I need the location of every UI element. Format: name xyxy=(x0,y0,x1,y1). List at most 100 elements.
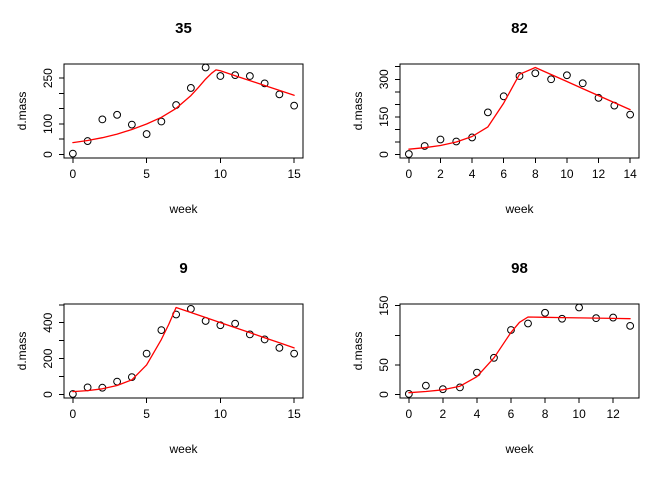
data-point xyxy=(142,349,151,358)
x-tick-label: 10 xyxy=(572,407,586,421)
panel-title: 98 xyxy=(511,260,528,277)
data-point xyxy=(436,135,445,144)
data-point xyxy=(260,79,269,88)
x-tick-label: 0 xyxy=(70,407,77,421)
data-point xyxy=(515,72,524,80)
data-point xyxy=(172,101,181,109)
x-tick-label: 8 xyxy=(532,167,539,181)
data-point xyxy=(157,117,166,126)
x-axis-title: week xyxy=(168,442,198,456)
plot-box xyxy=(63,303,304,399)
plot-box xyxy=(399,303,640,399)
y-tick-label: 50 xyxy=(377,358,391,372)
x-axis-title: week xyxy=(504,202,534,216)
y-axis-title: d.mass xyxy=(351,92,365,131)
x-tick-label: 2 xyxy=(440,407,447,421)
x-tick-label: 2 xyxy=(437,167,444,181)
x-tick-label: 10 xyxy=(214,407,228,421)
fit-line xyxy=(408,66,631,150)
data-point xyxy=(524,319,532,328)
data-point xyxy=(563,71,571,80)
fit-line xyxy=(72,306,295,393)
x-tick-label: 12 xyxy=(592,167,606,181)
panel-9: 9 0 5 10 15 0 200 400 week d.mass xyxy=(15,260,304,456)
data-point xyxy=(547,75,556,84)
data-point xyxy=(201,63,210,72)
data-point xyxy=(626,321,635,330)
panel-title: 35 xyxy=(175,20,192,37)
y-axis-title: d.mass xyxy=(351,332,365,371)
y-tick-label: 400 xyxy=(41,312,55,332)
data-point xyxy=(421,381,430,390)
data-point xyxy=(275,343,284,352)
data-point xyxy=(558,314,566,323)
x-tick-label: 0 xyxy=(406,407,413,421)
data-point xyxy=(531,69,540,78)
x-axis-title: week xyxy=(504,442,534,456)
x-tick-label: 14 xyxy=(623,167,637,181)
data-point xyxy=(142,130,151,138)
panel-82: 82 0 2 4 6 8 10 12 14 0 150 300 week d.mass xyxy=(351,20,640,216)
data-point xyxy=(245,72,254,80)
x-tick-label: 0 xyxy=(70,167,77,181)
y-tick-label: 0 xyxy=(377,151,391,158)
x-tick-label: 0 xyxy=(406,167,413,181)
y-tick-label: 250 xyxy=(41,68,55,88)
data-point xyxy=(113,110,122,119)
data-point xyxy=(68,390,77,398)
data-point xyxy=(420,142,429,150)
y-tick-label: 0 xyxy=(41,391,55,398)
x-tick-label: 8 xyxy=(542,407,549,421)
plot-box xyxy=(399,63,640,159)
panel-title: 82 xyxy=(511,20,528,37)
data-point xyxy=(290,101,299,110)
x-tick-label: 4 xyxy=(474,407,481,421)
y-tick-label: 200 xyxy=(41,348,55,368)
panel-title: 9 xyxy=(179,260,187,277)
x-tick-label: 15 xyxy=(287,167,301,181)
data-point xyxy=(231,319,240,328)
data-point xyxy=(98,115,107,124)
y-tick-label: 150 xyxy=(377,295,391,315)
data-point xyxy=(275,90,284,99)
y-tick-label: 0 xyxy=(377,391,391,398)
data-point xyxy=(594,93,603,102)
y-tick-label: 300 xyxy=(377,69,391,89)
data-point xyxy=(575,303,583,312)
x-tick-label: 10 xyxy=(560,167,574,181)
data-point xyxy=(290,349,299,358)
data-point xyxy=(127,120,136,129)
plot-box xyxy=(63,63,304,159)
data-point xyxy=(578,79,587,88)
x-tick-label: 5 xyxy=(143,407,150,421)
data-point xyxy=(404,150,413,158)
data-point xyxy=(609,313,618,322)
y-axis-title: d.mass xyxy=(15,92,29,131)
panel-35: 35 0 5 10 15 0 100 250 week d.mass xyxy=(15,20,304,216)
x-tick-label: 4 xyxy=(469,167,476,181)
data-point xyxy=(490,353,498,362)
x-tick-label: 12 xyxy=(606,407,620,421)
fit-line xyxy=(408,316,631,394)
y-tick-label: 0 xyxy=(41,151,55,158)
data-point xyxy=(216,321,225,330)
data-point xyxy=(626,110,635,119)
x-tick-label: 15 xyxy=(287,407,301,421)
x-tick-label: 10 xyxy=(214,167,228,181)
data-point xyxy=(216,72,225,80)
data-point xyxy=(157,326,166,334)
y-tick-label: 150 xyxy=(377,107,391,127)
y-tick-label: 100 xyxy=(41,114,55,134)
data-point xyxy=(68,149,77,158)
y-axis-title: d.mass xyxy=(15,332,29,371)
data-point xyxy=(404,390,413,398)
x-tick-label: 6 xyxy=(500,167,507,181)
panel-98: 98 0 2 4 6 8 10 12 0 50 150 week d.mass xyxy=(351,260,640,456)
x-tick-label: 6 xyxy=(508,407,515,421)
data-point xyxy=(541,308,549,317)
data-point xyxy=(483,108,492,117)
x-axis-title: week xyxy=(168,202,198,216)
data-point xyxy=(186,84,195,92)
fit-line xyxy=(72,69,295,144)
